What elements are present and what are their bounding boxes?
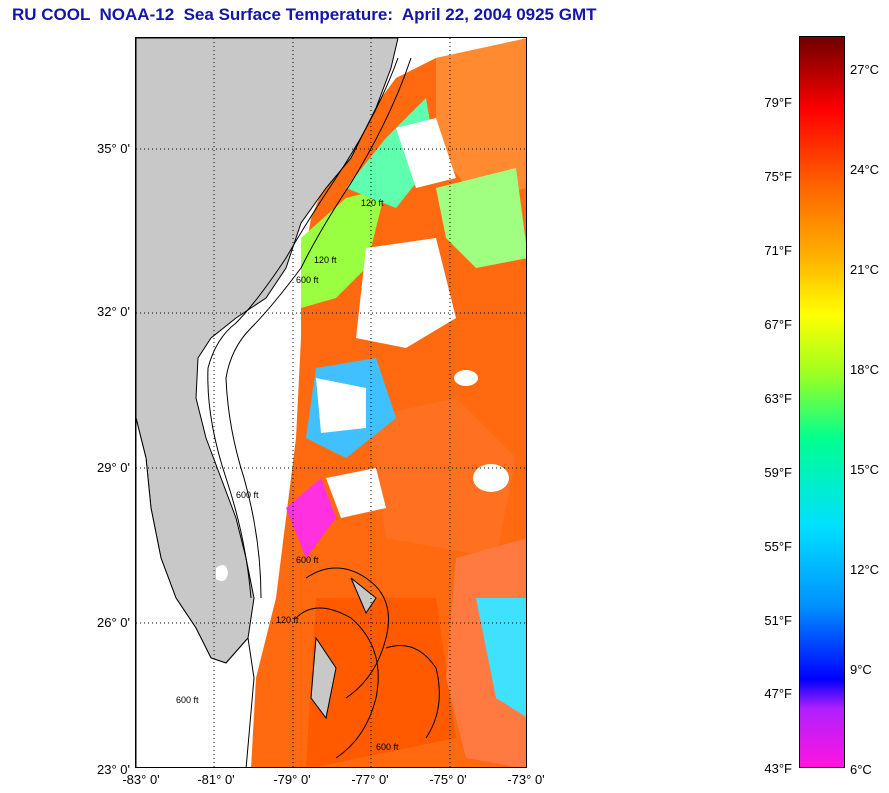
fahrenheit-label: 71°F [764, 243, 792, 258]
lon-label: -73° 0' [507, 772, 545, 787]
fahrenheit-label: 59°F [764, 465, 792, 480]
color-scale-bar [799, 36, 845, 768]
celsius-label: 21°C [850, 262, 880, 277]
lat-label: 29° 0' [97, 460, 130, 475]
celsius-label: 24°C [850, 162, 880, 177]
fahrenheit-label: 79°F [764, 95, 792, 110]
contour-label: 600 ft [236, 490, 259, 500]
fahrenheit-label: 75°F [764, 169, 792, 184]
contour-label: 600 ft [176, 695, 199, 705]
lat-label: 32° 0' [97, 304, 130, 319]
lon-label: -83° 0' [122, 772, 160, 787]
celsius-label: 18°C [850, 362, 880, 377]
fahrenheit-label: 67°F [764, 317, 792, 332]
contour-label: 600 ft [296, 555, 319, 565]
contour-label: 120 ft [314, 255, 337, 265]
fahrenheit-label: 63°F [764, 391, 792, 406]
contour-label: 120 ft [361, 198, 384, 208]
contour-label: 600 ft [376, 742, 399, 752]
lat-label: 26° 0' [97, 615, 130, 630]
fahrenheit-label: 55°F [764, 539, 792, 554]
lat-label: 35° 0' [97, 141, 130, 156]
fahrenheit-label: 43°F [764, 761, 792, 776]
lon-label: -81° 0' [197, 772, 235, 787]
sst-map: 120 ft 600 ft 120 ft 600 ft 600 ft 120 f… [135, 37, 527, 768]
lon-label: -77° 0' [351, 772, 389, 787]
lat-label: 23° 0' [97, 762, 130, 777]
celsius-label: 15°C [850, 462, 880, 477]
celsius-label: 6°C [850, 762, 872, 777]
contour-label: 120 ft [276, 615, 299, 625]
lon-label: -79° 0' [273, 772, 311, 787]
fahrenheit-label: 51°F [764, 613, 792, 628]
map-title: RU COOL NOAA-12 Sea Surface Temperature:… [12, 5, 597, 24]
fahrenheit-label: 47°F [764, 686, 792, 701]
lon-label: -75° 0' [429, 772, 467, 787]
celsius-label: 27°C [850, 62, 880, 77]
celsius-label: 9°C [850, 662, 872, 677]
sst-map-canvas: 120 ft 600 ft 120 ft 600 ft 600 ft 120 f… [136, 38, 526, 767]
celsius-label: 12°C [850, 562, 880, 577]
contour-label: 600 ft [296, 275, 319, 285]
